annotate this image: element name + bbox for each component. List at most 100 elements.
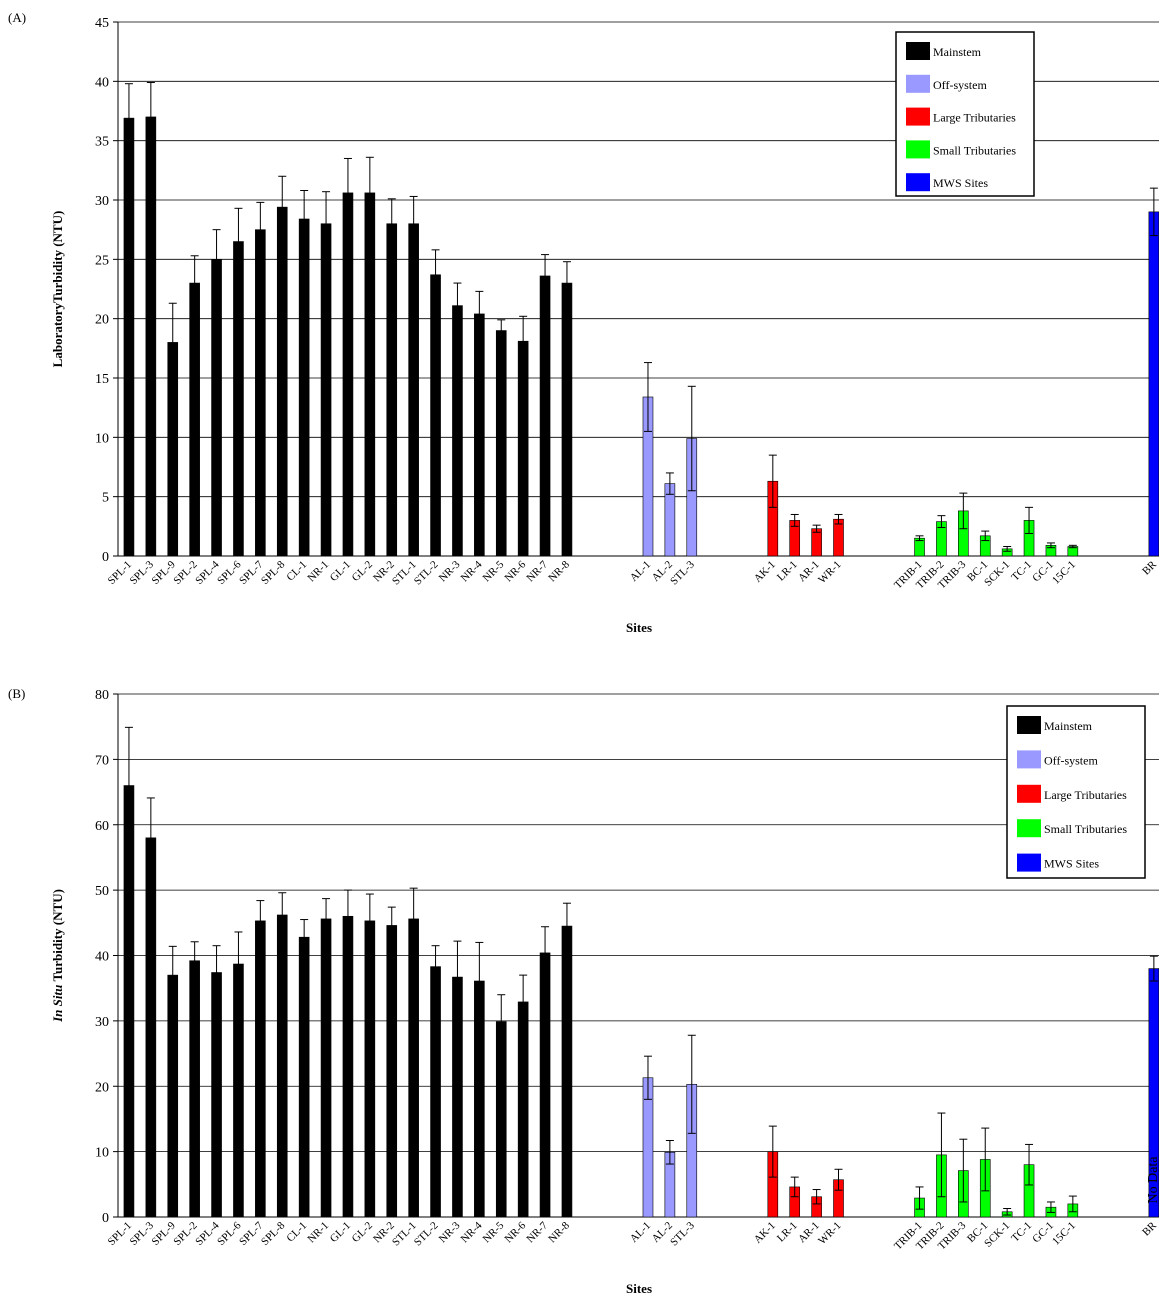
x-tick-label: NR-6	[502, 1219, 528, 1245]
x-tick-label: WR-1	[816, 559, 843, 586]
x-tick-label: SPL-7	[237, 1219, 266, 1248]
bar	[145, 116, 157, 557]
x-tick-label: TC-1	[1009, 559, 1034, 584]
legend-label: Small Tributaries	[933, 143, 1016, 157]
bar	[123, 785, 135, 1218]
legend-label: Small Tributaries	[1044, 822, 1127, 836]
legend-swatch	[1017, 716, 1041, 734]
y-tick-label: 40	[95, 75, 109, 90]
x-tick-label: NR-1	[305, 559, 331, 585]
x-tick-label: SPL-1	[106, 559, 134, 587]
bar	[430, 966, 441, 1218]
bar	[123, 117, 135, 557]
bar	[233, 963, 244, 1218]
x-tick-label: SPL-4	[193, 1219, 222, 1248]
legend-label: Large Tributaries	[933, 111, 1016, 125]
bar	[364, 192, 376, 557]
bar	[189, 282, 200, 557]
panel-label: (A)	[8, 10, 26, 25]
x-tick-label: SCK-1	[982, 1220, 1012, 1250]
x-tick-label: SPL-6	[215, 1219, 244, 1248]
x-tick-label: STL-3	[668, 558, 697, 587]
x-tick-label: NR-3	[437, 1219, 463, 1245]
x-tick-label: SPL-4	[193, 558, 222, 587]
bar	[386, 925, 398, 1218]
y-tick-label: 20	[95, 1080, 109, 1095]
x-tick-label: SPL-2	[171, 1220, 199, 1248]
y-tick-label: 45	[95, 16, 109, 31]
bar	[386, 223, 398, 557]
y-tick-label: 10	[95, 1146, 109, 1161]
x-axis-label: Sites	[626, 1281, 652, 1296]
x-tick-label: NR-7	[524, 1219, 550, 1245]
bar	[342, 192, 354, 557]
bar	[211, 972, 222, 1218]
bar	[255, 920, 266, 1218]
bar	[320, 918, 332, 1218]
x-tick-label: STL-3	[668, 1219, 697, 1248]
legend-swatch	[1017, 853, 1041, 872]
bar	[561, 282, 573, 557]
x-tick-label: SPL-8	[259, 558, 288, 587]
legend-label: Off-system	[1044, 753, 1098, 767]
bar	[495, 330, 507, 557]
x-tick-label: SPL-1	[106, 1220, 134, 1248]
y-tick-label: 30	[95, 194, 109, 209]
y-tick-label: 5	[102, 491, 109, 506]
legend-swatch	[906, 42, 930, 60]
x-tick-label: 15C-1	[1050, 559, 1078, 587]
x-tick-label: LR-1	[775, 1220, 800, 1245]
bar	[517, 1001, 529, 1218]
bar	[320, 223, 332, 557]
x-tick-label: LR-1	[775, 559, 800, 584]
bar	[833, 518, 844, 557]
legend: Mainstem Off-system Large Tributaries Small…	[1006, 705, 1146, 879]
legend-swatch	[1017, 750, 1041, 769]
x-axis-label: Sites	[626, 620, 652, 635]
x-tick-label: AK-1	[752, 1220, 778, 1246]
bar	[539, 275, 551, 557]
y-axis-label-italic: In Situ	[50, 981, 65, 1022]
x-tick-label: NR-5	[481, 1219, 507, 1245]
legend-swatch	[1017, 784, 1041, 803]
bar	[561, 925, 573, 1218]
bar	[408, 223, 419, 557]
x-tick-label: STL-2	[412, 1220, 441, 1249]
legend-label: Mainstem	[1044, 719, 1093, 733]
y-tick-label: 35	[95, 135, 109, 150]
chart-panel-a: (A) 0 5 10 15 20 25 30 35 40 45 LaboratoryTurbidity…	[8, 10, 1159, 635]
y-tick-label: 60	[95, 819, 109, 834]
legend: Mainstem Off-system Large Tributaries Small…	[895, 31, 1035, 197]
x-tick-label: SPL-7	[237, 558, 266, 587]
x-tick-label: NR-8	[546, 558, 572, 584]
bar	[1148, 211, 1159, 557]
x-tick-label: SPL-3	[128, 1219, 157, 1248]
legend-swatch	[906, 107, 930, 126]
x-tick-label: TC-1	[1009, 1220, 1034, 1245]
x-tick-label: NR-1	[305, 1220, 331, 1246]
legend-label: Off-system	[933, 78, 987, 92]
bar	[495, 1021, 507, 1218]
x-tick-label: STL-1	[390, 559, 419, 588]
x-tick-label: SPL-8	[259, 1219, 288, 1248]
legend-swatch	[906, 140, 930, 159]
bar	[276, 914, 288, 1218]
bar	[145, 837, 157, 1218]
y-tick-label: 70	[95, 753, 109, 768]
legend-label: Large Tributaries	[1044, 788, 1127, 802]
panel-label: (B)	[8, 686, 25, 701]
bar	[342, 915, 354, 1218]
bar	[276, 206, 288, 557]
y-tick-label: 30	[95, 1015, 109, 1030]
y-tick-label: 50	[95, 884, 109, 899]
bar	[298, 218, 310, 557]
no-data-annotation: No Data	[1146, 1156, 1159, 1204]
x-tick-label: SPL-2	[171, 559, 199, 587]
legend-swatch	[906, 173, 930, 192]
bar	[517, 340, 529, 557]
bar	[408, 918, 419, 1218]
x-tick-label: NR-4	[459, 558, 485, 584]
bar	[364, 920, 376, 1218]
bar	[167, 974, 179, 1218]
